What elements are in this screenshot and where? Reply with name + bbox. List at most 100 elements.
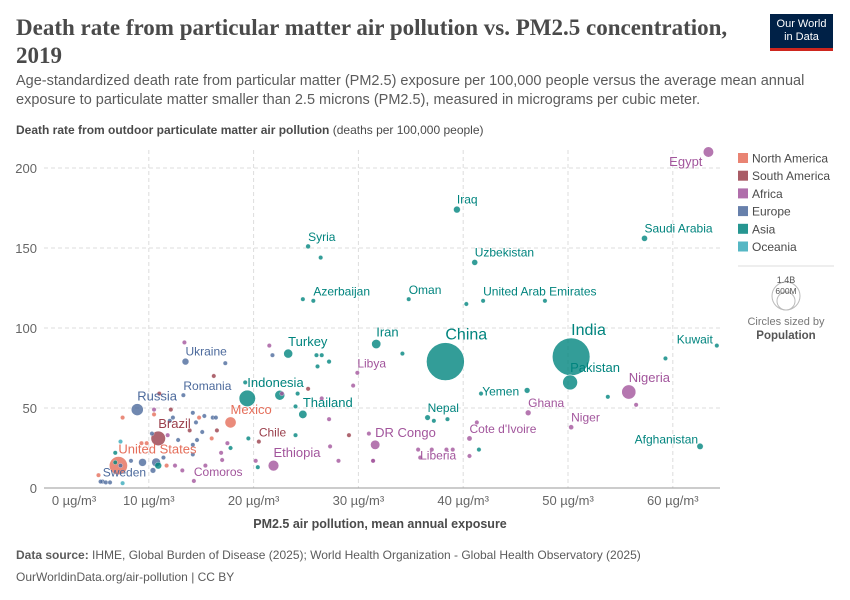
legend-swatch-south-america (738, 170, 748, 181)
data-point (450, 447, 456, 452)
point-label: United States (118, 441, 197, 456)
point-indonesia (238, 389, 256, 407)
data-point (120, 480, 125, 486)
chart-subtitle: Age-standardized death rate from particu… (16, 73, 805, 108)
data-point (400, 351, 405, 356)
data-point (319, 352, 325, 358)
data-point (154, 462, 162, 470)
point-label: Niger (571, 411, 600, 425)
point-label: China (445, 327, 487, 344)
point-niger (568, 424, 574, 430)
point-thailand (298, 409, 308, 419)
point-label: Ethiopia (274, 445, 322, 460)
point-pakistan (562, 374, 578, 391)
point-iraq (453, 206, 461, 214)
data-point (187, 428, 193, 433)
point-label: India (571, 322, 606, 339)
data-point (112, 460, 118, 465)
data-point (429, 447, 435, 452)
point-label: Egypt (669, 154, 703, 169)
point-label: Chile (259, 425, 287, 439)
legend-swatch-north-america (738, 153, 748, 163)
x-tick-label: 60 µg/m³ (647, 493, 699, 508)
data-point (167, 418, 173, 424)
data-point (190, 452, 196, 457)
point-label: Syria (308, 230, 336, 244)
point-label: Yemen (482, 384, 519, 398)
data-point (318, 255, 324, 260)
point-label: Azerbaijan (313, 285, 370, 299)
point-saudi-arabia (641, 235, 648, 242)
y-tick-label: 0 (30, 481, 37, 496)
point-liberia (415, 447, 421, 452)
point-nigeria (621, 384, 637, 400)
size-legend-large-label: 1.4B (777, 275, 796, 285)
data-point (295, 391, 300, 396)
data-point (213, 415, 219, 420)
point-label: Indonesia (247, 375, 304, 390)
data-point (194, 437, 200, 443)
data-point (663, 356, 668, 361)
data-point (225, 440, 230, 446)
x-tick-label: 10 µg/m³ (123, 493, 175, 508)
data-point (103, 480, 109, 485)
data-point (293, 432, 298, 438)
data-point (474, 420, 480, 425)
point-label: Saudi Arabia (645, 221, 713, 235)
point-label: Pakistan (570, 360, 620, 375)
point-label: Oman (409, 283, 442, 297)
legend-label: North America (752, 152, 828, 166)
data-point (150, 467, 156, 474)
data-point (209, 436, 215, 441)
data-point (118, 463, 123, 468)
data-point (156, 391, 162, 396)
y-tick-label: 200 (15, 161, 37, 176)
point-label: Turkey (288, 334, 328, 349)
data-point (151, 412, 157, 417)
point-kuwait (714, 343, 720, 348)
data-point (270, 352, 275, 358)
data-point (151, 407, 157, 412)
data-point (161, 455, 166, 460)
owid-logo[interactable]: Our World in Data (770, 14, 833, 51)
data-point (255, 464, 261, 470)
point-cote-d-ivoire (466, 435, 473, 442)
data-point (336, 458, 341, 464)
point-label: Sweden (103, 465, 146, 479)
data-point (193, 420, 199, 425)
y-axis-label-unit: (deaths per 100,000 people) (332, 123, 484, 137)
data-point (149, 431, 155, 436)
data-point (222, 360, 228, 366)
point-syria (305, 243, 311, 249)
size-legend-variable: Population (756, 330, 815, 342)
point-azerbaijan (310, 298, 316, 304)
legend-swatch-oceania (738, 241, 748, 252)
point-label: Nigeria (629, 370, 671, 385)
source-url[interactable]: OurWorldinData.org/air-pollution | CC BY (16, 570, 235, 584)
data-point (431, 418, 437, 424)
data-point (370, 458, 376, 464)
point-libya (355, 370, 360, 376)
data-point (175, 437, 181, 443)
data-point (168, 407, 174, 412)
source-text: IHME, Global Burden of Disease (2025); W… (92, 548, 641, 562)
point-dr-congo (370, 439, 381, 450)
data-point (138, 458, 147, 467)
data-point (144, 440, 150, 446)
legend-label: Asia (752, 222, 776, 236)
point-united-arab-emirates (480, 298, 486, 304)
point-label: Iran (376, 324, 398, 339)
data-point (139, 440, 144, 446)
data-point (445, 416, 450, 422)
data-point (326, 359, 332, 365)
data-point (542, 298, 548, 304)
point-nepal (424, 414, 431, 421)
data-point (172, 463, 178, 468)
point-label: Ghana (528, 396, 564, 410)
x-tick-label: 30 µg/m³ (333, 493, 385, 508)
point-label: Brazil (158, 416, 191, 431)
data-point (463, 301, 469, 307)
data-point (327, 444, 333, 449)
legend-label: South America (752, 169, 830, 183)
